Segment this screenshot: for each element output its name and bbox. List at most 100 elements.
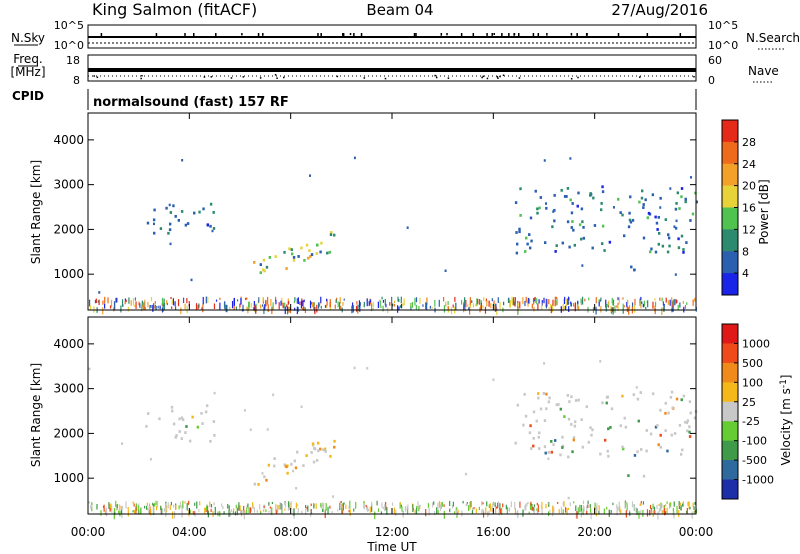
time-tick-label: 08:00: [273, 525, 308, 539]
data-cell: [488, 504, 490, 508]
data-cell: [192, 511, 194, 514]
data-cell: [677, 237, 680, 241]
data-cell: [211, 229, 214, 233]
data-cell: [224, 304, 226, 307]
data-cell: [595, 306, 597, 315]
data-cell: [227, 503, 229, 509]
data-cell: [526, 502, 528, 507]
data-cell: [342, 503, 344, 511]
data-cell: [598, 301, 600, 307]
data-cell: [153, 231, 156, 235]
data-cell: [180, 307, 182, 315]
data-cell: [572, 438, 575, 442]
power-panel-axis: 1000 2000 3000 4000: [53, 113, 697, 310]
data-cell: [694, 501, 696, 505]
data-cell: [157, 305, 159, 309]
data-cell: [675, 201, 678, 205]
data-cell: [640, 510, 642, 514]
data-cell: [160, 505, 162, 510]
data-cell: [320, 296, 322, 304]
data-cell: [621, 213, 624, 217]
data-cell: [431, 306, 433, 309]
data-cell: [463, 303, 465, 311]
data-cell: [465, 299, 467, 308]
data-cell: [617, 302, 619, 306]
data-cell: [599, 360, 602, 363]
data-cell: [496, 506, 498, 509]
data-cell: [239, 505, 241, 511]
data-cell: [536, 502, 538, 506]
data-cell: [532, 298, 535, 302]
data-cell: [494, 508, 497, 514]
data-cell: [149, 304, 151, 310]
data-cell: [406, 226, 409, 229]
data-cell: [281, 297, 283, 305]
data-cell: [339, 297, 341, 304]
data-cell: [102, 300, 104, 305]
noise-spike: [585, 33, 588, 36]
data-cell: [432, 502, 434, 508]
data-cell: [682, 248, 685, 251]
data-cell: [548, 501, 550, 507]
data-cell: [447, 301, 449, 305]
data-cell: [616, 506, 619, 512]
colorbar-tick-label: 500: [742, 357, 763, 370]
data-cell: [672, 305, 674, 312]
data-cell: [605, 401, 608, 405]
data-cell: [152, 502, 154, 506]
data-cell: [550, 450, 554, 454]
data-cell: [661, 509, 663, 513]
data-cell: [419, 504, 421, 507]
data-cell: [682, 501, 684, 507]
colorbar-swatch: [722, 382, 738, 403]
data-cell: [666, 449, 669, 453]
data-cell: [369, 299, 372, 303]
data-cell: [514, 502, 516, 509]
nave-dot: [274, 74, 277, 76]
data-cell: [468, 307, 470, 310]
data-cell: [333, 445, 336, 449]
data-cell: [213, 391, 216, 395]
data-cell: [577, 398, 580, 402]
data-cell: [321, 504, 323, 509]
data-cell: [400, 304, 403, 309]
data-cell: [277, 504, 279, 513]
data-cell: [280, 503, 282, 510]
data-cell: [567, 417, 571, 421]
data-cell: [573, 420, 577, 424]
data-cell: [505, 505, 507, 510]
data-cell: [497, 297, 499, 303]
data-cell: [275, 504, 277, 513]
data-cell: [693, 510, 695, 514]
data-cell: [665, 504, 667, 507]
data-cell: [516, 242, 519, 246]
data-cell: [310, 451, 313, 454]
data-cell: [209, 439, 212, 443]
data-cell: [365, 504, 367, 508]
data-cell: [239, 303, 241, 308]
data-cell: [466, 501, 468, 504]
data-cell: [313, 503, 315, 509]
data-cell: [568, 400, 571, 404]
data-cell: [649, 504, 652, 509]
nave-dot: [518, 77, 521, 79]
data-cell: [331, 510, 333, 514]
data-cell: [125, 299, 127, 303]
data-cell: [317, 449, 320, 453]
data-cell: [401, 506, 403, 512]
data-cell: [366, 298, 368, 307]
data-cell: [120, 442, 123, 445]
data-cell: [612, 299, 615, 306]
data-cell: [105, 507, 107, 513]
data-cell: [284, 502, 287, 508]
data-cell: [159, 227, 163, 230]
data-cell: [606, 506, 608, 510]
data-cell: [201, 422, 204, 425]
data-cell: [109, 507, 111, 512]
data-cell: [629, 220, 633, 224]
data-cell: [591, 246, 594, 250]
data-cell: [674, 207, 678, 211]
data-cell: [369, 506, 371, 513]
data-cell: [554, 250, 557, 253]
nave-dot: [502, 74, 505, 77]
